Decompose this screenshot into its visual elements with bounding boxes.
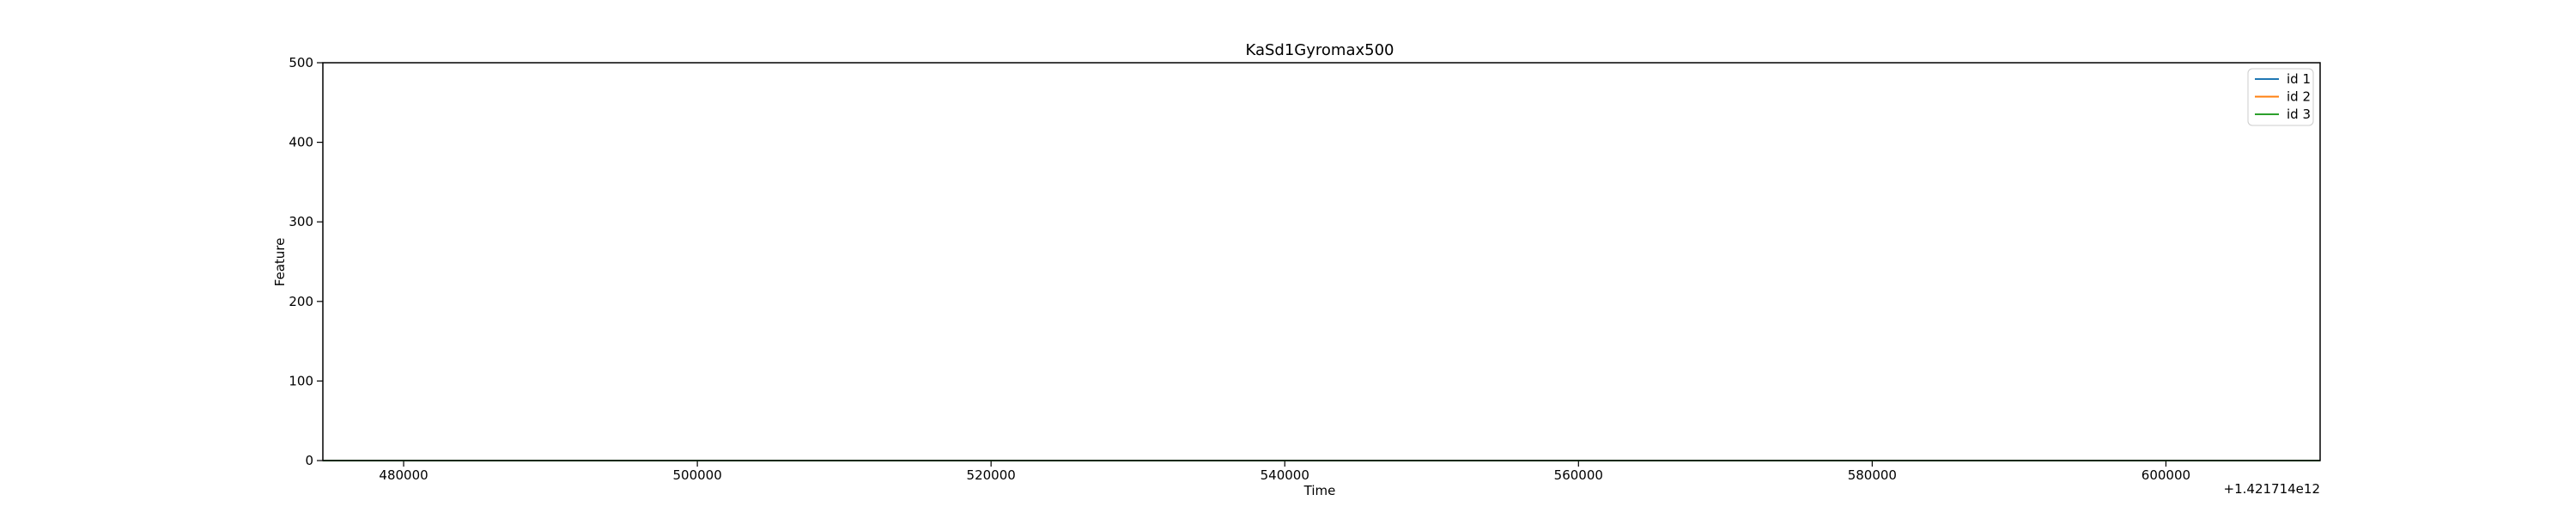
x-tick-label: 560000 xyxy=(1554,467,1603,483)
legend-box xyxy=(2247,68,2314,126)
legend: id 1 id 2 id 3 xyxy=(2247,68,2314,126)
y-tick-label: 500 xyxy=(289,55,313,70)
x-axis-offset-label: +1.421714e12 xyxy=(2224,481,2320,497)
y-axis-label: Feature xyxy=(272,238,288,287)
x-tick-label: 480000 xyxy=(379,467,428,483)
y-tick-label: 300 xyxy=(289,214,313,229)
legend-label: id 2 xyxy=(2287,89,2311,105)
x-axis-ticks: 480000 500000 520000 540000 560000 580000 6000… xyxy=(379,461,2190,483)
legend-label: id 3 xyxy=(2287,107,2311,122)
y-tick-label: 400 xyxy=(289,135,313,150)
x-tick-label: 540000 xyxy=(1261,467,1309,483)
y-tick-label: 0 xyxy=(305,453,313,468)
y-tick-label: 100 xyxy=(289,373,313,388)
x-tick-label: 600000 xyxy=(2142,467,2190,483)
legend-label: id 1 xyxy=(2287,71,2311,87)
y-tick-label: 200 xyxy=(289,294,313,309)
x-tick-label: 500000 xyxy=(672,467,721,483)
x-axis-label: Time xyxy=(1303,483,1336,498)
chart-title: KaSd1Gyromax500 xyxy=(1245,41,1394,59)
x-tick-label: 520000 xyxy=(967,467,1016,483)
x-tick-label: 580000 xyxy=(1848,467,1897,483)
y-axis-ticks: 0 100 200 300 400 500 xyxy=(289,55,323,468)
plot-frame xyxy=(322,62,2321,461)
